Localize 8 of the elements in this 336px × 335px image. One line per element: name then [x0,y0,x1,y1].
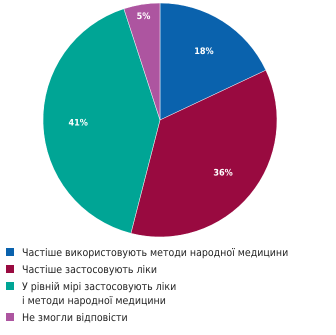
legend-label: У рівній мірі застосовують ліки і методи народної медицини [22,281,176,307]
data-label: 36% [213,168,233,178]
data-label: 41% [68,118,88,129]
data-label: 18% [194,47,214,57]
data-label: 5% [136,12,150,22]
legend-label: Частіше застосовують ліки [22,264,157,276]
legend-label: Частіше використовують методи народної медицини [22,247,288,259]
legend-label: Не змогли відповісти [22,312,128,324]
